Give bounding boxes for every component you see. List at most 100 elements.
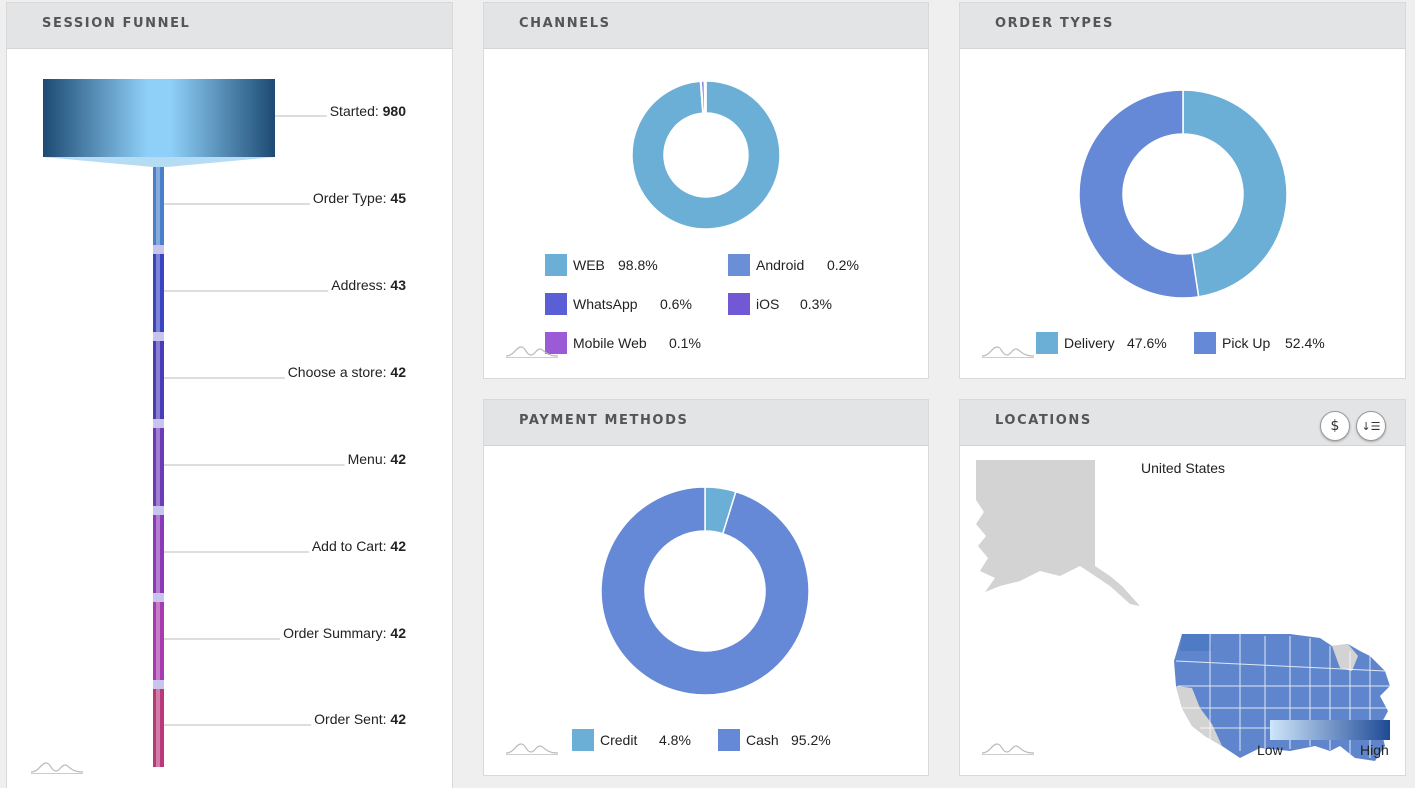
- panel-title: CHANNELS: [519, 16, 611, 31]
- panel-title: PAYMENT METHODS: [519, 413, 689, 428]
- chart-wave-icon: [981, 743, 1035, 755]
- legend-percent: 98.8%: [618, 257, 658, 273]
- legend-item[interactable]: Credit: [572, 729, 637, 751]
- legend-item[interactable]: Android: [728, 254, 804, 276]
- funnel-stage-name: Choose a store:: [287, 364, 391, 380]
- map-title: United States: [1141, 460, 1226, 476]
- map-region-washington: [1180, 634, 1212, 651]
- legend-label: iOS: [756, 296, 780, 312]
- funnel-chart: [43, 79, 345, 767]
- funnel-stage-bar: [153, 254, 164, 332]
- panel-title: SESSION FUNNEL: [42, 16, 191, 31]
- funnel-stage-label: Menu: 42: [348, 451, 406, 467]
- funnel-stage-name: Menu:: [347, 451, 391, 467]
- legend-swatch: [545, 293, 567, 315]
- map-region-alaska: [976, 460, 1140, 606]
- legend-item[interactable]: iOS: [728, 293, 779, 315]
- funnel-stage-label: Order Sent: 42: [314, 711, 406, 727]
- legend-label: Delivery: [1064, 335, 1115, 351]
- funnel-stage-label: Choose a store: 42: [288, 364, 406, 380]
- funnel-stage-value: 980: [382, 103, 406, 119]
- map-region-michigan: [1332, 644, 1358, 671]
- legend-item[interactable]: WEB: [545, 254, 605, 276]
- funnel-stage-bar: [153, 428, 164, 506]
- funnel-stage-shine: [156, 515, 160, 593]
- funnel-stage-shine: [156, 341, 160, 419]
- panel-title: LOCATIONS: [995, 413, 1092, 428]
- legend-swatch: [545, 332, 567, 354]
- us-map: [976, 460, 1390, 761]
- legend-item[interactable]: WhatsApp: [545, 293, 638, 315]
- channels-panel: CHANNELS WEB 98.8% Android 0.2% WhatsApp 0.6%…: [483, 2, 929, 379]
- order-types-panel: ORDER TYPES Delivery 47.6% Pick Up 52.4%: [959, 2, 1406, 379]
- legend-label: Credit: [600, 732, 638, 748]
- legend-percent: 0.3%: [800, 296, 832, 312]
- donut-slice-web[interactable]: [631, 80, 781, 230]
- donut-slice-delivery[interactable]: [1182, 89, 1288, 298]
- funnel-stage-name: Started:: [329, 103, 383, 119]
- funnel-stage-name: Add to Cart:: [311, 538, 391, 554]
- donut-slice-pick-up[interactable]: [1078, 89, 1200, 299]
- funnel-stage-bar: [43, 79, 275, 157]
- legend-percent: 47.6%: [1127, 335, 1167, 351]
- legend-percent: 4.8%: [659, 732, 691, 748]
- funnel-stage-shine: [156, 602, 160, 680]
- channels-donut-chart: [631, 80, 781, 230]
- legend-item[interactable]: Delivery: [1036, 332, 1115, 354]
- funnel-stage-connector: [153, 245, 164, 254]
- legend-label: WEB: [573, 257, 605, 273]
- currency-button[interactable]: $: [1320, 411, 1350, 441]
- panel-header: ORDER TYPES: [960, 3, 1405, 49]
- legend-swatch: [728, 254, 750, 276]
- legend-label: Mobile Web: [573, 335, 647, 351]
- funnel-stage-shine: [156, 167, 160, 245]
- funnel-stage-shine: [156, 689, 160, 767]
- funnel-stage-connector: [153, 680, 164, 689]
- funnel-stage-connector: [43, 157, 275, 167]
- funnel-stage-bar: [153, 602, 164, 680]
- legend-label: Cash: [746, 732, 779, 748]
- funnel-stage-value: 43: [390, 277, 406, 293]
- legend-item[interactable]: Cash: [718, 729, 779, 751]
- funnel-stage-bar: [153, 689, 164, 767]
- legend-label: WhatsApp: [573, 296, 638, 312]
- funnel-stage-label: Started: 980: [330, 103, 406, 119]
- panel-header: SESSION FUNNEL: [7, 3, 452, 49]
- legend-percent: 0.2%: [827, 257, 859, 273]
- chart-wave-icon: [30, 762, 84, 774]
- dollar-icon: $: [1330, 418, 1340, 434]
- panel-header: CHANNELS: [484, 3, 928, 49]
- funnel-stage-name: Address:: [331, 277, 391, 293]
- legend-percent: 52.4%: [1285, 335, 1325, 351]
- legend-item[interactable]: Mobile Web: [545, 332, 647, 354]
- funnel-stage-value: 42: [390, 538, 406, 554]
- legend-swatch: [1194, 332, 1216, 354]
- order-types-donut-chart: [1078, 89, 1288, 299]
- map-legend-high: High: [1360, 742, 1389, 758]
- chart-wave-icon: [981, 346, 1035, 358]
- legend-label: Pick Up: [1222, 335, 1271, 351]
- funnel-stage-connector: [153, 419, 164, 428]
- order-types-legend: Delivery 47.6% Pick Up 52.4%: [960, 3, 1407, 380]
- funnel-stage-value: 42: [390, 711, 406, 727]
- payment-methods-donut-chart: [600, 486, 810, 696]
- map-legend-low: Low: [1257, 742, 1283, 758]
- map-legend-gradient: [1270, 720, 1390, 740]
- funnel-stage-label: Order Type: 45: [313, 190, 406, 206]
- legend-swatch: [545, 254, 567, 276]
- funnel-stage-shine: [156, 254, 160, 332]
- funnel-stage-label: Order Summary: 42: [283, 625, 406, 641]
- funnel-stage-bar: [153, 167, 164, 245]
- funnel-stage-connector: [153, 593, 164, 602]
- legend-item[interactable]: Pick Up: [1194, 332, 1270, 354]
- sort-button[interactable]: ↓☰: [1356, 411, 1386, 441]
- legend-swatch: [1036, 332, 1058, 354]
- donut-slice-cash[interactable]: [600, 486, 810, 696]
- panel-title: ORDER TYPES: [995, 16, 1114, 31]
- legend-swatch: [728, 293, 750, 315]
- funnel-stage-name: Order Sent:: [314, 711, 391, 727]
- funnel-stage-name: Order Type:: [312, 190, 391, 206]
- session-funnel-panel: SESSION FUNNEL Started: 980 Order Type: 4…: [6, 2, 453, 788]
- funnel-stage-label: Add to Cart: 42: [312, 538, 406, 554]
- funnel-stage-shine: [156, 428, 160, 506]
